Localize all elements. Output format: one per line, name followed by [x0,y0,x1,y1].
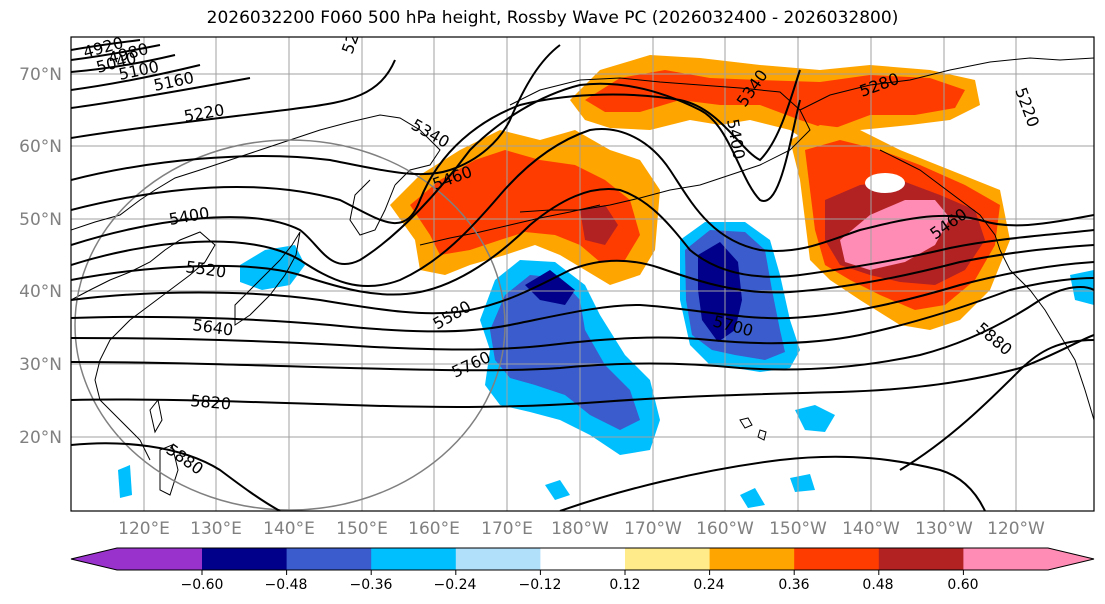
coastline-korea-china [71,231,216,461]
contour-5040 [71,54,176,73]
longitude-labels: 120°E 130°E 140°E 150°E 160°E 170°E 180°… [118,519,1045,539]
anomaly-tropics-negative-e [118,465,132,498]
longitude-label: 150°E [336,519,388,539]
longitude-label: 180°W [551,519,609,539]
coastline-japan [234,231,301,326]
contour-5400 [71,82,801,266]
contour-4980 [71,44,161,61]
colorbar-ticks [201,570,964,575]
colorbar-label: −0.36 [350,577,393,593]
longitude-label: 130°E [190,519,242,539]
latitude-label: 70°N [19,65,62,85]
colorbar-label: −0.48 [265,577,308,593]
contour-5160 [71,77,251,109]
contour-5280 [71,44,561,181]
colorbar-label: −0.12 [519,577,562,593]
anomaly-central-pacific-navy [525,270,575,305]
colorbar-segment [878,548,964,570]
anomaly-east-pacific-navy [698,242,742,342]
contour-5880 [71,339,1094,511]
colorbar: −0.60 −0.48 −0.36 −0.24 −0.12 0.12 0.24 … [70,547,1095,593]
coastline-hawaii [739,417,767,441]
map-frame [70,36,1095,512]
contour-5460 [71,128,1094,288]
colorbar-label: −0.60 [181,577,224,593]
longitude-label: 130°W [915,519,973,539]
colorbar-label: −0.24 [434,577,477,593]
coastline-alaska [509,77,811,213]
anomaly-central-pacific-blue [490,275,640,430]
latitude-label: 50°N [19,210,62,230]
coastline-kamchatka [349,179,396,236]
contour-5340 [71,69,801,224]
contour-5820 [71,334,1094,408]
colorbar-segment [794,548,880,570]
colorbar-segment [202,548,288,570]
longitude-label: 120°E [118,519,170,539]
colorbar-label: 0.36 [778,577,809,593]
contour-5880-tropics [559,455,986,511]
colorbar-segment [286,548,372,570]
latitude-label: 40°N [19,282,62,302]
contour-5220 [71,59,396,139]
colorbar-label: 0.24 [693,577,724,593]
contour-5700 [71,277,1094,351]
map-title: 2026032200 F060 500 hPa height, Rossby W… [206,8,899,28]
colorbar-segment [963,548,1094,570]
coastline-aleutians [419,204,601,246]
contour-5580 [71,244,1094,315]
contour-5520 [71,188,1094,296]
longitude-label: 160°W [696,519,754,539]
colorbar-tick-labels: −0.60 −0.48 −0.36 −0.24 −0.12 0.12 0.24 … [181,577,979,593]
map-gridlines [71,37,1094,511]
colorbar-segment [540,548,626,570]
longitude-label: 140°E [263,519,315,539]
colorbar-segments [71,548,1094,570]
longitude-label: 170°E [481,519,533,539]
coastline-canada [799,57,1094,111]
contour-5760 [71,286,1094,372]
colorbar-segment [371,548,457,570]
latitude-labels: 70°N 60°N 50°N 40°N 30°N 20°N [19,65,62,448]
coastline-bc [879,149,1001,251]
colorbar-outline [70,547,1095,571]
colorbar-label: 0.12 [609,577,640,593]
longitude-label: 120°W [987,519,1045,539]
colorbar-segment [71,548,202,570]
colorbar-segment [455,548,541,570]
anomaly-tropics-negative-a [795,405,835,432]
anomaly-tropics-negative-d [790,474,815,492]
longitude-label: 140°W [842,519,900,539]
anomaly-tropics-negative-c [740,488,765,508]
contour-label: 5820 [190,391,232,413]
coastline-taiwan-philippines [149,398,179,496]
height-contours [71,39,1094,511]
anomaly-west-pacific-darkred [580,205,618,245]
anomaly-gulf-alaska-hole [865,173,905,193]
map-plot-area: 4920 4980 5040 5100 5160 5220 5280 5340 … [71,37,1094,511]
colorbar-segment [709,548,795,570]
colorbar-segment [625,548,711,570]
contour-5640 [71,261,1094,333]
latitude-label: 20°N [19,428,62,448]
contour-4920 [71,39,141,51]
latitude-label: 30°N [19,355,62,375]
anomaly-tropics-negative-b [545,480,570,500]
contour-5100 [71,64,201,91]
longitude-label: 150°W [769,519,827,539]
positive-anomaly-regions [390,55,1010,330]
latitude-label: 60°N [19,137,62,157]
longitude-label: 170°W [624,519,682,539]
colorbar-label: 0.60 [947,577,978,593]
longitude-label: 160°E [408,519,460,539]
colorbar-label: 0.48 [862,577,893,593]
